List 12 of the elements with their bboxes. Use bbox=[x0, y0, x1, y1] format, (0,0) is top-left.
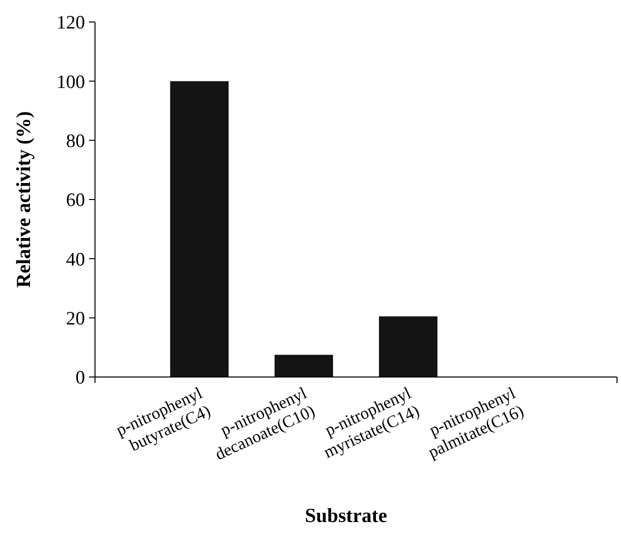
y-tick-label: 0 bbox=[76, 368, 85, 389]
y-axis-title: Relative activity (%) bbox=[13, 111, 35, 288]
y-tick-label: 60 bbox=[66, 190, 85, 212]
y-tick-label: 80 bbox=[66, 130, 85, 152]
y-tick-label: 20 bbox=[66, 308, 85, 330]
y-tick-label: 120 bbox=[56, 12, 85, 34]
x-axis-title: Substrate bbox=[304, 505, 388, 527]
y-tick-label: 100 bbox=[56, 72, 85, 93]
bar bbox=[170, 81, 229, 377]
bar bbox=[378, 316, 438, 377]
bar bbox=[274, 354, 334, 377]
y-tick-label: 40 bbox=[66, 249, 85, 270]
